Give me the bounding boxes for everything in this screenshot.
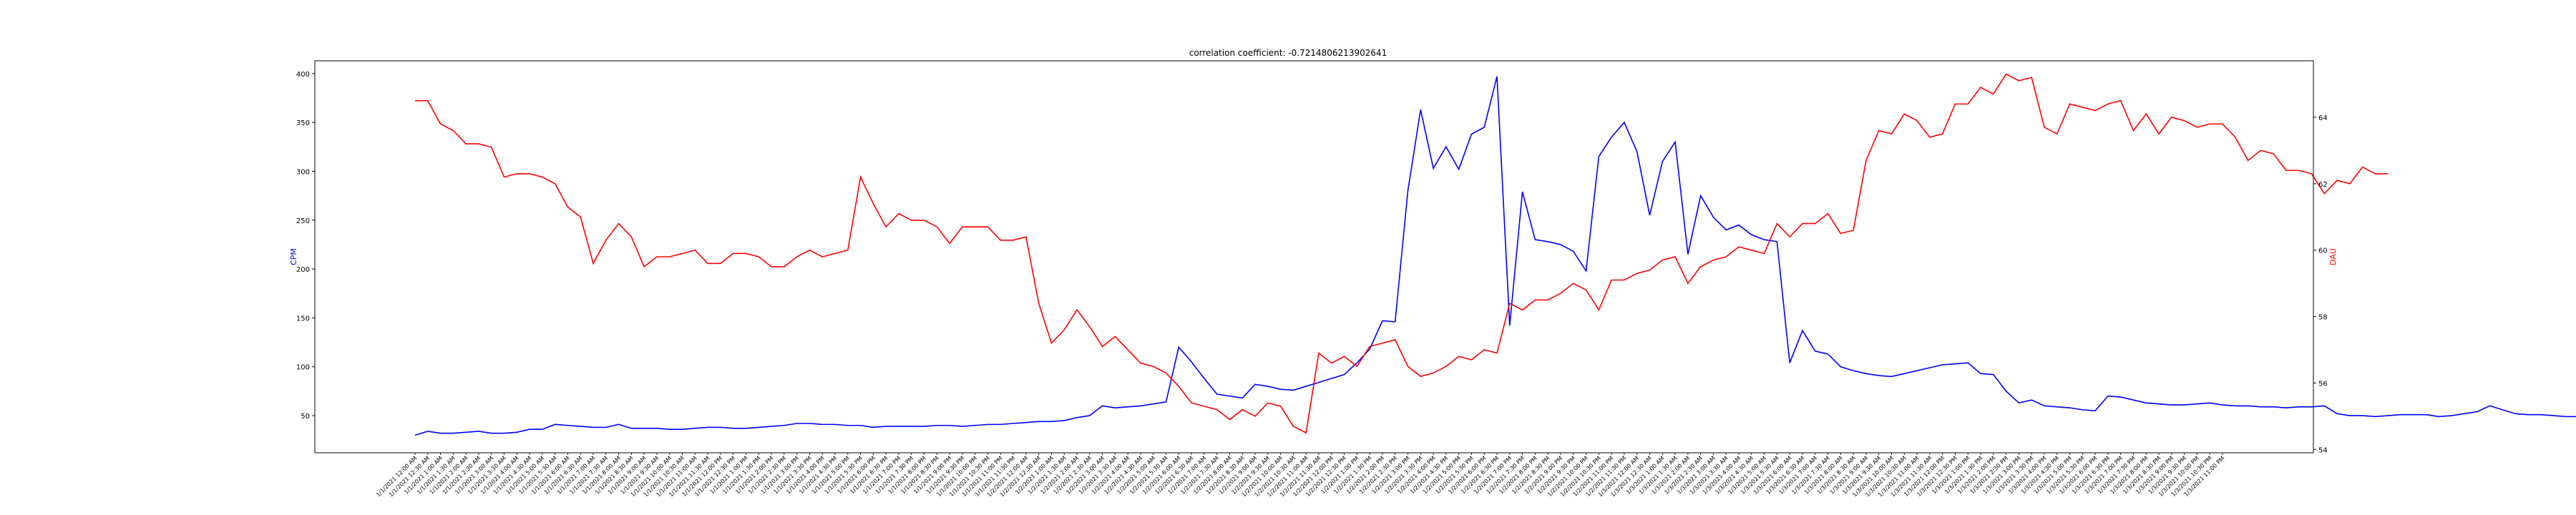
y-left-tick-label: 50 — [301, 413, 310, 421]
y-left-tick-label: 250 — [296, 217, 310, 225]
y-left-tick-label: 350 — [296, 119, 310, 127]
plot-area — [414, 73, 2576, 436]
y-right-tick-label: 56 — [2318, 380, 2328, 388]
y-left-tick-label: 150 — [296, 315, 310, 323]
y-right-tick-label: 64 — [2318, 114, 2328, 122]
series-line-dau — [415, 73, 2389, 434]
y-left-tick-label: 200 — [296, 266, 310, 274]
y-left-axis-label: CPM — [289, 248, 298, 265]
plot-frame — [314, 60, 2314, 453]
left-y-axis: 50 100 150 200 250 300 350 400 — [296, 71, 315, 421]
y-right-tick-label: 62 — [2318, 181, 2328, 189]
y-left-tick-label: 300 — [296, 168, 310, 176]
y-right-axis-label: DAU — [2328, 248, 2338, 265]
y-left-tick-label: 400 — [296, 71, 310, 79]
y-right-tick-label: 54 — [2318, 446, 2328, 454]
y-left-tick-label: 100 — [296, 364, 310, 372]
series-line-cpm — [414, 76, 2576, 436]
right-y-axis: 54 56 58 60 62 64 — [2313, 114, 2328, 454]
y-right-tick-label: 60 — [2318, 247, 2328, 255]
chart-title: correlation coefficient: -0.721480621390… — [1189, 48, 1387, 58]
y-right-tick-label: 58 — [2318, 314, 2328, 322]
